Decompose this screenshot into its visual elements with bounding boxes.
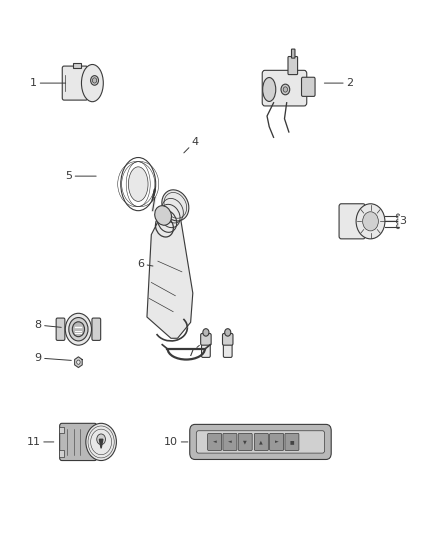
Text: 8: 8 — [34, 320, 61, 330]
FancyBboxPatch shape — [270, 433, 284, 450]
Ellipse shape — [263, 77, 276, 101]
FancyBboxPatch shape — [190, 424, 331, 459]
FancyBboxPatch shape — [301, 77, 315, 96]
Text: 1: 1 — [30, 78, 66, 88]
Polygon shape — [147, 213, 193, 338]
FancyBboxPatch shape — [262, 70, 307, 106]
Text: 9: 9 — [34, 353, 71, 363]
FancyBboxPatch shape — [196, 431, 325, 453]
FancyBboxPatch shape — [201, 337, 210, 358]
Circle shape — [72, 322, 85, 337]
Polygon shape — [99, 439, 103, 448]
FancyBboxPatch shape — [223, 337, 232, 358]
Text: 11: 11 — [26, 437, 54, 447]
Circle shape — [92, 78, 97, 83]
Circle shape — [396, 224, 400, 229]
Circle shape — [396, 214, 400, 218]
Circle shape — [77, 360, 80, 365]
Circle shape — [283, 87, 288, 92]
Circle shape — [97, 434, 106, 445]
FancyBboxPatch shape — [62, 66, 88, 100]
Bar — [59, 450, 64, 457]
Circle shape — [69, 318, 88, 341]
Text: 10: 10 — [164, 437, 188, 447]
Circle shape — [86, 423, 117, 461]
Ellipse shape — [162, 190, 189, 221]
FancyBboxPatch shape — [254, 433, 268, 450]
FancyBboxPatch shape — [238, 433, 252, 450]
Text: ▲: ▲ — [259, 439, 263, 445]
FancyBboxPatch shape — [285, 433, 299, 450]
Circle shape — [396, 219, 400, 223]
FancyBboxPatch shape — [60, 423, 97, 461]
Circle shape — [363, 212, 378, 231]
Circle shape — [281, 84, 290, 95]
Text: ▼: ▼ — [244, 439, 247, 445]
Ellipse shape — [81, 64, 103, 102]
Text: 2: 2 — [325, 78, 353, 88]
Text: ◄: ◄ — [213, 439, 216, 445]
Circle shape — [356, 204, 385, 239]
FancyBboxPatch shape — [339, 204, 365, 239]
FancyBboxPatch shape — [291, 49, 295, 58]
Text: 7: 7 — [187, 345, 199, 358]
Circle shape — [225, 329, 231, 336]
Bar — [73, 63, 81, 68]
Text: ◄: ◄ — [228, 439, 232, 445]
FancyBboxPatch shape — [223, 433, 237, 450]
FancyBboxPatch shape — [223, 334, 233, 345]
Text: ■: ■ — [290, 439, 294, 445]
Text: 5: 5 — [65, 171, 96, 181]
Text: ►: ► — [275, 439, 279, 445]
Circle shape — [65, 313, 92, 345]
FancyBboxPatch shape — [208, 433, 222, 450]
FancyBboxPatch shape — [92, 318, 101, 341]
FancyBboxPatch shape — [56, 318, 65, 341]
FancyBboxPatch shape — [201, 334, 211, 345]
Circle shape — [203, 329, 209, 336]
Ellipse shape — [128, 167, 148, 201]
FancyBboxPatch shape — [288, 56, 297, 75]
Text: 6: 6 — [137, 259, 153, 269]
Text: 3: 3 — [385, 216, 406, 227]
Ellipse shape — [155, 206, 172, 225]
Bar — [59, 427, 64, 433]
Polygon shape — [74, 357, 82, 368]
Circle shape — [91, 76, 99, 85]
Text: 4: 4 — [184, 136, 198, 153]
